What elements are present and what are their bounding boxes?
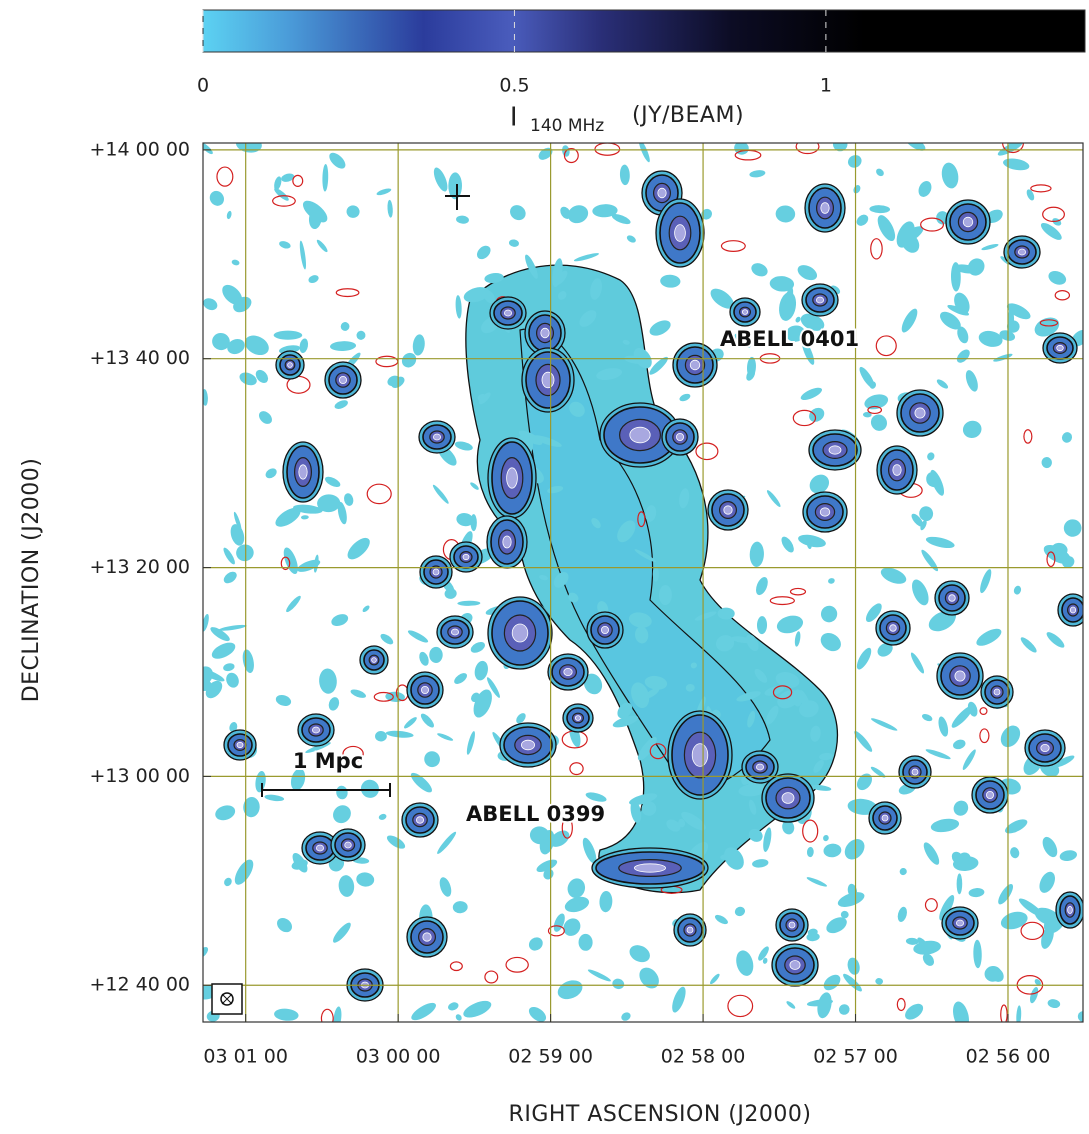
source-core (956, 920, 963, 926)
source-core (503, 536, 511, 548)
source-core (339, 376, 346, 383)
source-core (421, 686, 428, 693)
chart: I 140 MHz (JY/BEAM) 03 01 00 03 00 00 02 5… (0, 0, 1089, 1130)
source-core (1041, 744, 1049, 751)
source-core (433, 434, 440, 440)
source-core (742, 310, 747, 315)
source-core (687, 927, 693, 933)
source-core (724, 506, 732, 514)
source-core (782, 793, 794, 804)
source-core (372, 658, 377, 663)
colorbar-label: I (510, 103, 518, 133)
source-core (658, 188, 666, 198)
source-core (949, 595, 956, 602)
source-core (1018, 249, 1025, 255)
source-core (1070, 607, 1075, 613)
source-core (821, 203, 829, 214)
source-core (601, 626, 608, 633)
source-core (630, 427, 650, 443)
y-tick-label: +14 00 00 (89, 138, 190, 160)
annotation: ABELL 0399 (466, 802, 605, 826)
source-core (882, 815, 888, 821)
x-tick-label: 02 57 00 (813, 1046, 898, 1068)
source-core (451, 629, 458, 635)
source-core (955, 671, 965, 681)
source-core (829, 446, 841, 454)
source-core (504, 310, 511, 316)
source-core (507, 468, 518, 488)
y-tick-label: +12 40 00 (89, 974, 190, 996)
colorbar-tick-label: 0.5 (499, 75, 529, 97)
source-core (433, 569, 439, 575)
source-core (986, 791, 993, 798)
source-core (1068, 906, 1073, 913)
x-tick-label: 02 58 00 (661, 1046, 746, 1068)
y-axis-label: DECLINATION (J2000) (19, 458, 44, 703)
x-tick-label: 02 59 00 (508, 1046, 593, 1068)
colorbar-tick-label: 0 (197, 75, 209, 97)
source-core (893, 465, 901, 476)
source-core (634, 864, 665, 872)
source-core (423, 933, 431, 941)
source-core (541, 328, 549, 338)
source-core (692, 744, 708, 767)
noise-patch (274, 331, 303, 340)
source-core (564, 668, 572, 675)
radio-map (190, 133, 1089, 1032)
source-core (312, 727, 319, 733)
source-core (675, 225, 686, 242)
source-core (816, 297, 823, 303)
source-core (237, 742, 243, 747)
source-core (542, 372, 554, 388)
colorbar (203, 10, 1085, 52)
source-core (790, 961, 800, 970)
source-core (676, 433, 683, 440)
source-core (316, 845, 323, 851)
source-core (912, 769, 918, 775)
source-core (890, 625, 897, 632)
source-core (345, 842, 352, 848)
y-tick-label: +13 00 00 (89, 765, 190, 787)
source-core (1057, 345, 1064, 350)
source-core (915, 408, 925, 418)
annotation: ABELL 0401 (720, 327, 859, 351)
source-core (299, 465, 307, 479)
beam (212, 984, 242, 1014)
source-core (416, 817, 423, 824)
source-core (789, 922, 795, 928)
x-axis-label: RIGHT ASCENSION (J2000) (509, 1102, 812, 1127)
colorbar-label-unit: (JY/BEAM) (632, 103, 744, 128)
x-tick-label: 03 00 00 (356, 1046, 441, 1068)
colorbar-tick-label: 1 (820, 75, 832, 97)
annotation: 1 Mpc (293, 749, 363, 773)
colorbar-label-sub: 140 MHz (530, 116, 604, 136)
source-core (521, 740, 534, 750)
source-core (994, 689, 1000, 695)
source-core (963, 217, 973, 227)
noise-patch (579, 934, 593, 951)
source-core (512, 624, 528, 642)
y-tick-label: +13 40 00 (89, 347, 190, 369)
source-core (575, 716, 580, 721)
source-core (288, 363, 293, 368)
x-tick-label: 02 56 00 (966, 1046, 1051, 1068)
source-core (690, 360, 700, 370)
x-tick-label: 03 01 00 (203, 1046, 288, 1068)
y-tick-label: +13 20 00 (89, 556, 190, 578)
source-core (756, 764, 763, 770)
source-core (820, 508, 830, 516)
noise-patch (470, 514, 476, 531)
source-core (463, 554, 469, 559)
